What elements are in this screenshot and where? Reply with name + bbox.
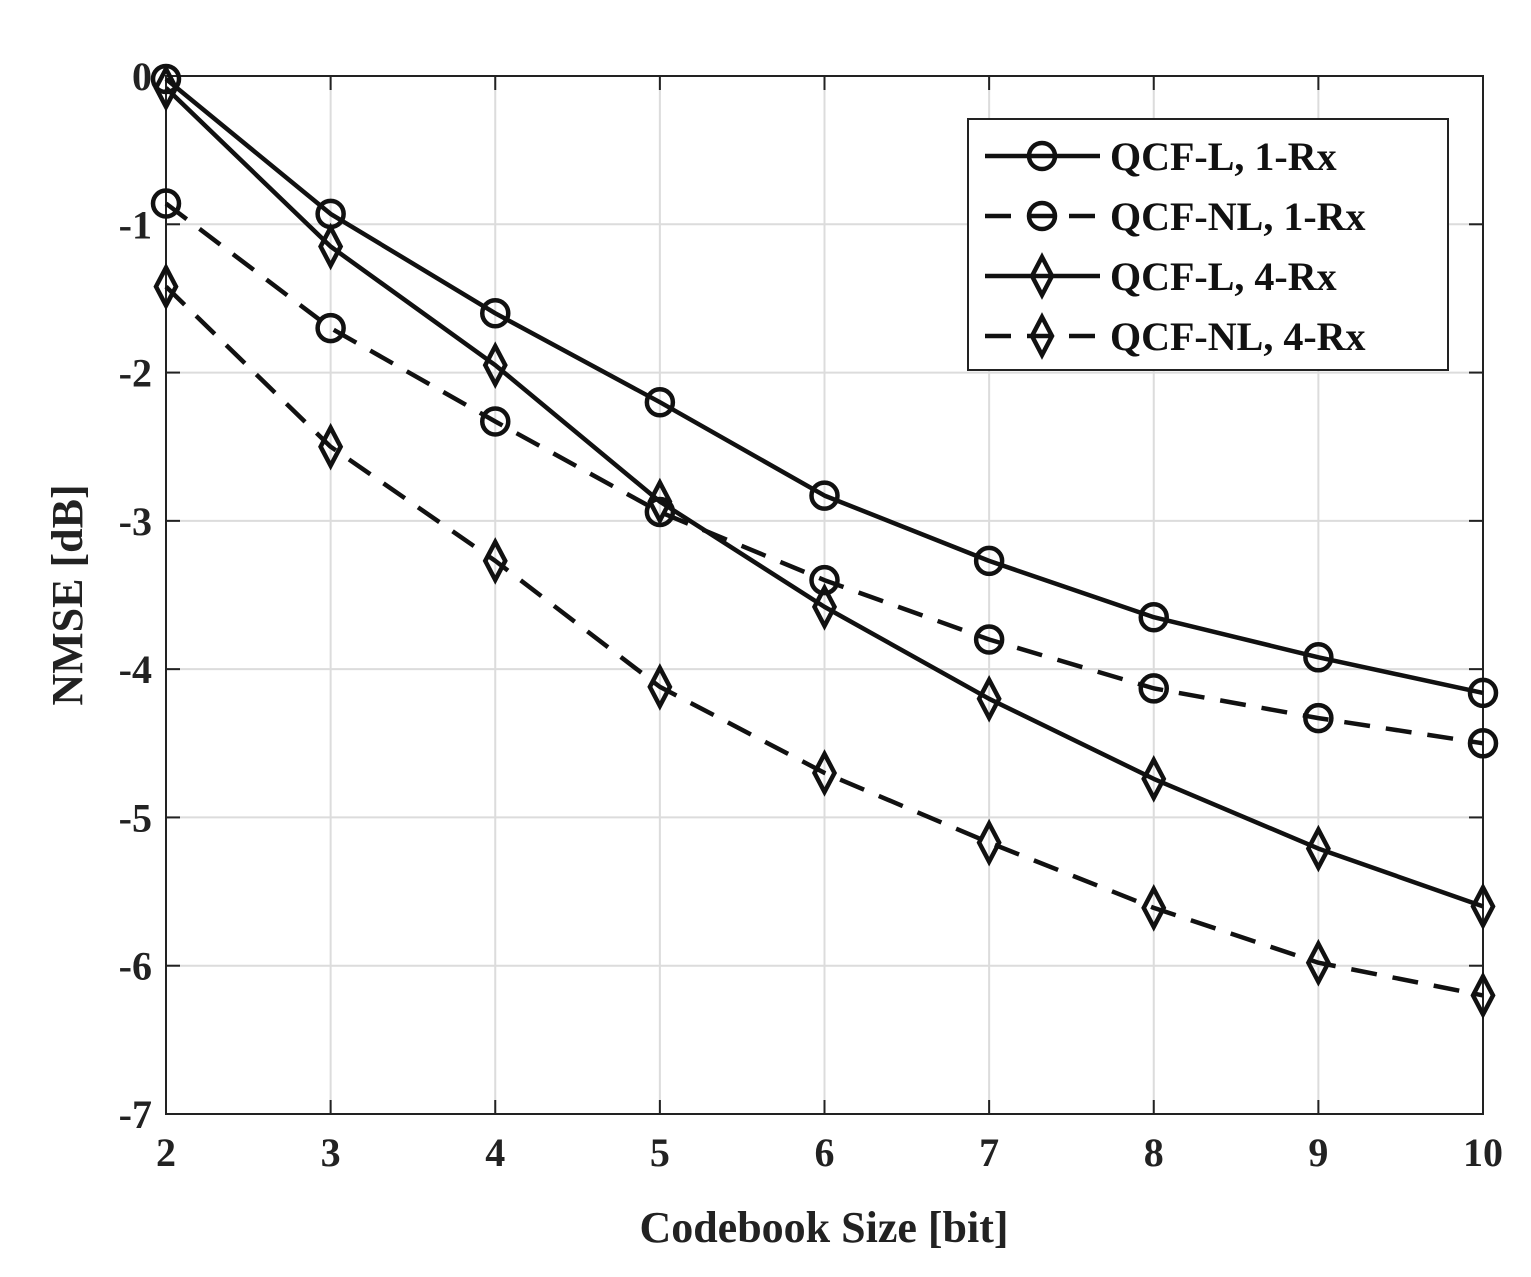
- data-point-marker: [811, 583, 838, 631]
- y-tick-label: -7: [119, 1092, 152, 1137]
- data-point-marker: [644, 386, 676, 418]
- data-point-marker: [1138, 601, 1169, 633]
- legend-entry: QCF-NL, 1-Rx: [985, 194, 1366, 239]
- data-point-marker: [973, 545, 1005, 577]
- y-tick-label: -4: [119, 647, 152, 692]
- y-tick-label: -5: [119, 795, 152, 840]
- y-tick-label: -6: [119, 944, 152, 989]
- x-tick-label: 5: [650, 1130, 670, 1175]
- data-point-marker: [809, 480, 840, 511]
- data-point-marker: [1141, 755, 1167, 803]
- data-point-marker: [1467, 728, 1499, 759]
- y-tick-label: -3: [119, 499, 152, 544]
- series-3: [153, 64, 1496, 931]
- x-tick-label: 6: [815, 1130, 835, 1175]
- y-tick-label: -2: [119, 351, 152, 396]
- data-point-marker: [153, 64, 179, 112]
- legend-marker: [1026, 200, 1058, 232]
- data-point-marker: [647, 663, 673, 711]
- data-point-marker: [1470, 971, 1496, 1020]
- legend-marker: [1029, 312, 1055, 360]
- y-axis-label: NMSE [dB]: [43, 484, 92, 705]
- data-point-marker: [480, 298, 511, 329]
- series-4: [153, 262, 1496, 1020]
- series-line: [164, 284, 1484, 998]
- legend-label: QCF-L, 4-Rx: [1110, 254, 1337, 299]
- data-point-marker: [1138, 673, 1169, 704]
- legend-entry: QCF-NL, 4-Rx: [985, 312, 1366, 360]
- data-point-marker: [976, 818, 1002, 867]
- data-point-marker: [647, 477, 673, 526]
- series-1: [150, 63, 1499, 709]
- data-point-marker: [1305, 824, 1331, 873]
- x-tick-label: 2: [156, 1130, 176, 1175]
- legend-label: QCF-NL, 1-Rx: [1110, 194, 1366, 239]
- legend-marker: [1029, 252, 1055, 300]
- data-point-marker: [1303, 642, 1334, 673]
- legend-entry: QCF-L, 4-Rx: [985, 252, 1337, 300]
- data-point-marker: [809, 564, 840, 596]
- x-tick-label: 8: [1144, 1130, 1164, 1175]
- data-point-marker: [1467, 677, 1499, 709]
- data-point-marker: [482, 537, 508, 585]
- x-axis-label: Codebook Size [bit]: [639, 1203, 1008, 1252]
- data-point-marker: [150, 188, 182, 219]
- data-point-marker: [318, 422, 344, 471]
- data-point-marker: [1141, 884, 1167, 932]
- grid-layer: [166, 76, 1483, 1114]
- x-tick-label: 7: [979, 1130, 999, 1175]
- series-line: [164, 201, 1484, 746]
- data-point-marker: [482, 341, 508, 389]
- data-point-marker: [1305, 938, 1331, 987]
- series-line: [164, 86, 1484, 909]
- data-point-marker: [976, 674, 1002, 723]
- data-point-marker: [318, 222, 344, 271]
- data-point-marker: [1470, 882, 1496, 931]
- series-layer: [150, 63, 1499, 1020]
- x-tick-label: 9: [1308, 1130, 1328, 1175]
- tick-layer: 2 3 4 5 6 7 8 9 10 0 -1 -2 -3 -4 -5 -6 -7: [119, 54, 1503, 1175]
- data-point-marker: [811, 749, 838, 797]
- series-line: [164, 77, 1484, 696]
- y-tick-label: 0: [132, 54, 152, 99]
- data-point-marker: [973, 624, 1005, 655]
- data-point-marker: [153, 262, 179, 311]
- legend-marker: [1026, 140, 1058, 172]
- x-tick-label: 4: [485, 1130, 505, 1175]
- legend-label: QCF-NL, 4-Rx: [1110, 314, 1366, 359]
- y-tick-label: -1: [119, 202, 152, 247]
- x-tick-label: 3: [321, 1130, 341, 1175]
- legend-label: QCF-L, 1-Rx: [1110, 134, 1337, 179]
- data-point-marker: [1303, 702, 1334, 734]
- x-tick-label: 10: [1463, 1130, 1503, 1175]
- legend-entry: QCF-L, 1-Rx: [985, 134, 1337, 179]
- data-point-marker: [315, 312, 346, 344]
- data-point-marker: [480, 406, 511, 437]
- legend: QCF-L, 1-Rx QCF-NL, 1-Rx QCF-L, 4-Rx QCF-NL…: [967, 118, 1449, 371]
